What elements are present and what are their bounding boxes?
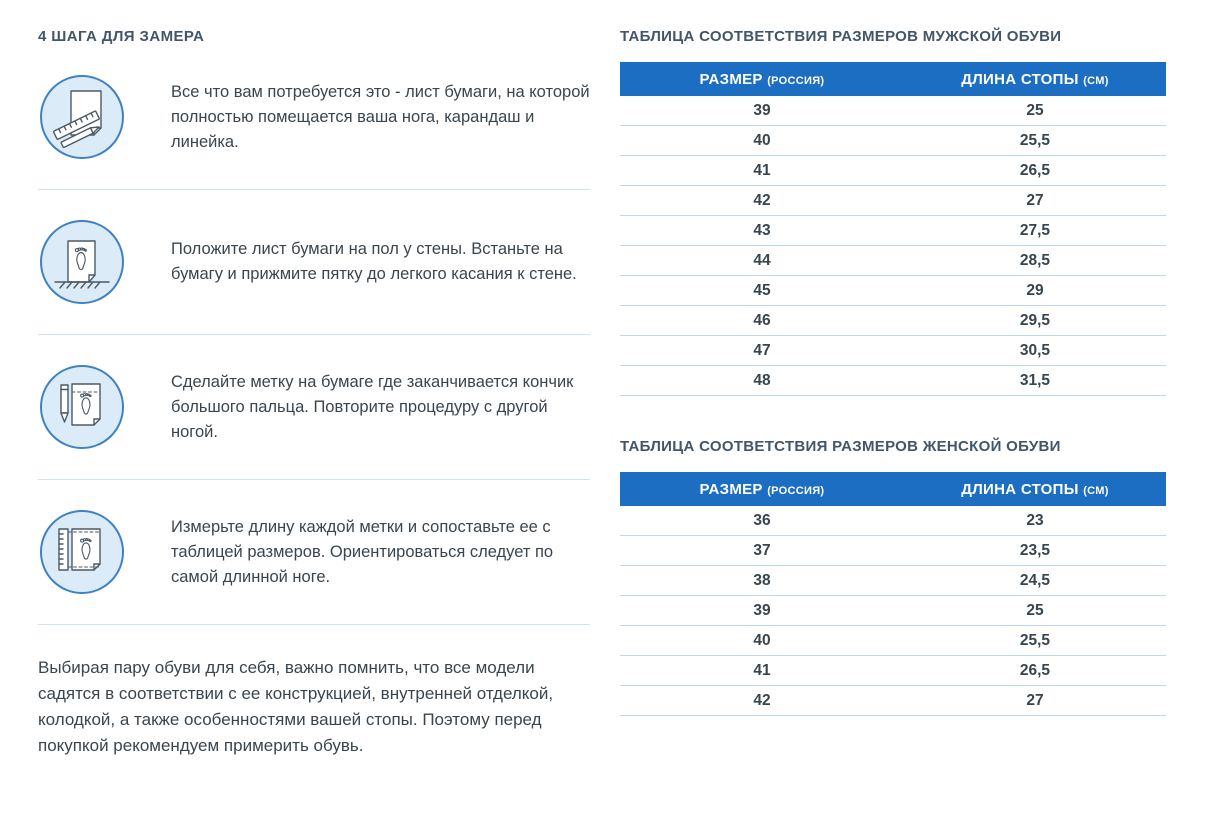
size-cell: 37	[620, 535, 904, 566]
table-row: 48 31,5	[620, 365, 1166, 396]
size-cell: 40	[620, 125, 904, 156]
size-cell: 47	[620, 335, 904, 366]
measure-step-4: Измерьте длину каждой метки и сопоставьт…	[38, 480, 590, 624]
foot-length-cell: 29,5	[903, 305, 1166, 336]
step-text: Все что вам потребуется это - лист бумаг…	[171, 82, 590, 151]
table-header-row: РАЗМЕР (РОССИЯ) ДЛИНА СТОПЫ (СМ)	[620, 62, 1166, 96]
foot-length-column-sublabel: (СМ)	[1083, 484, 1109, 497]
womens-size-table-section: ТАБЛИЦА СООТВЕТСТВИЯ РАЗМЕРОВ ЖЕНСКОЙ ОБ…	[620, 438, 1166, 716]
divider	[38, 189, 590, 190]
divider	[38, 624, 590, 625]
size-tables-column: ТАБЛИЦА СООТВЕТСТВИЯ РАЗМЕРОВ МУЖСКОЙ ОБ…	[620, 24, 1166, 759]
size-column-sublabel: (РОССИЯ)	[767, 484, 825, 497]
foot-on-paper-at-wall-icon	[38, 218, 126, 306]
size-cell: 42	[620, 185, 904, 216]
foot-length-column-header: ДЛИНА СТОПЫ (СМ)	[903, 62, 1166, 96]
foot-length-cell: 24,5	[903, 565, 1166, 596]
foot-length-cell: 31,5	[903, 365, 1166, 396]
foot-length-cell: 25,5	[903, 125, 1166, 156]
measure-step-3: Сделайте метку на бумаге где заканчивает…	[38, 335, 590, 479]
foot-length-cell: 27	[903, 685, 1166, 716]
measure-steps-section: 4 ШАГА ДЛЯ ЗАМЕРА Все что вам потребуетс…	[38, 24, 590, 759]
table-row: 37 23,5	[620, 535, 1166, 566]
steps-title: 4 ШАГА ДЛЯ ЗАМЕРА	[38, 28, 205, 45]
size-column-label: РАЗМЕР	[699, 70, 763, 88]
size-cell: 45	[620, 275, 904, 306]
size-cell: 41	[620, 655, 904, 686]
mens-size-table: РАЗМЕР (РОССИЯ) ДЛИНА СТОПЫ (СМ) 39 25 40…	[620, 62, 1166, 396]
size-cell: 42	[620, 685, 904, 716]
table-row: 46 29,5	[620, 305, 1166, 336]
size-cell: 43	[620, 215, 904, 246]
table-row: 41 26,5	[620, 655, 1166, 686]
foot-length-cell: 26,5	[903, 155, 1166, 186]
foot-length-cell: 30,5	[903, 335, 1166, 366]
size-cell: 38	[620, 565, 904, 596]
table-header-row: РАЗМЕР (РОССИЯ) ДЛИНА СТОПЫ (СМ)	[620, 472, 1166, 506]
foot-length-cell: 27,5	[903, 215, 1166, 246]
size-cell: 36	[620, 506, 904, 536]
measure-step-2: Положите лист бумаги на пол у стены. Вст…	[38, 190, 590, 334]
womens-size-table: РАЗМЕР (РОССИЯ) ДЛИНА СТОПЫ (СМ) 36 23 37…	[620, 472, 1166, 716]
foot-length-cell: 23	[903, 506, 1166, 536]
womens-table-title: ТАБЛИЦА СООТВЕТСТВИЯ РАЗМЕРОВ ЖЕНСКОЙ ОБ…	[620, 438, 1061, 455]
foot-length-cell: 28,5	[903, 245, 1166, 276]
foot-length-cell: 25	[903, 595, 1166, 626]
size-cell: 46	[620, 305, 904, 336]
notepad-pencil-ruler-icon	[38, 73, 126, 161]
table-row: 40 25,5	[620, 625, 1166, 656]
divider	[38, 479, 590, 480]
foot-length-cell: 27	[903, 185, 1166, 216]
foot-length-cell: 25	[903, 96, 1166, 126]
step-text: Сделайте метку на бумаге где заканчивает…	[171, 372, 574, 441]
size-column-label: РАЗМЕР	[699, 480, 763, 498]
foot-length-cell: 23,5	[903, 535, 1166, 566]
mens-table-title: ТАБЛИЦА СООТВЕТСТВИЯ РАЗМЕРОВ МУЖСКОЙ ОБ…	[620, 28, 1062, 45]
size-cell: 40	[620, 625, 904, 656]
table-row: 42 27	[620, 685, 1166, 716]
size-column-header: РАЗМЕР (РОССИЯ)	[620, 62, 904, 96]
size-cell: 48	[620, 365, 904, 396]
table-row: 43 27,5	[620, 215, 1166, 246]
size-column-header: РАЗМЕР (РОССИЯ)	[620, 472, 904, 506]
foot-length-column-header: ДЛИНА СТОПЫ (СМ)	[903, 472, 1166, 506]
table-row: 45 29	[620, 275, 1166, 306]
size-cell: 44	[620, 245, 904, 276]
table-row: 41 26,5	[620, 155, 1166, 186]
foot-length-cell: 29	[903, 275, 1166, 306]
step-text: Измерьте длину каждой метки и сопоставьт…	[171, 517, 554, 586]
table-row: 40 25,5	[620, 125, 1166, 156]
size-guide-page: 4 ШАГА ДЛЯ ЗАМЕРА Все что вам потребуетс…	[38, 24, 1166, 759]
size-cell: 41	[620, 155, 904, 186]
size-cell: 39	[620, 96, 904, 126]
foot-length-column-label: ДЛИНА СТОПЫ	[961, 70, 1079, 88]
mens-size-table-section: ТАБЛИЦА СООТВЕТСТВИЯ РАЗМЕРОВ МУЖСКОЙ ОБ…	[620, 28, 1166, 396]
size-column-sublabel: (РОССИЯ)	[767, 74, 825, 87]
measure-marks-ruler-icon	[38, 508, 126, 596]
foot-length-column-label: ДЛИНА СТОПЫ	[961, 480, 1079, 498]
foot-length-cell: 26,5	[903, 655, 1166, 686]
table-row: 44 28,5	[620, 245, 1166, 276]
table-row: 36 23	[620, 506, 1166, 536]
table-row: 39 25	[620, 96, 1166, 126]
mark-toe-on-paper-icon	[38, 363, 126, 451]
table-row: 39 25	[620, 595, 1166, 626]
divider	[38, 334, 590, 335]
foot-length-column-sublabel: (СМ)	[1083, 74, 1109, 87]
step-text: Положите лист бумаги на пол у стены. Вст…	[171, 240, 577, 283]
measure-step-1: Все что вам потребуется это - лист бумаг…	[38, 45, 590, 189]
table-row: 38 24,5	[620, 565, 1166, 596]
fitting-advice-note: Выбирая пару обуви для себя, важно помни…	[38, 658, 554, 755]
foot-length-cell: 25,5	[903, 625, 1166, 656]
size-cell: 39	[620, 595, 904, 626]
table-row: 42 27	[620, 185, 1166, 216]
table-row: 47 30,5	[620, 335, 1166, 366]
